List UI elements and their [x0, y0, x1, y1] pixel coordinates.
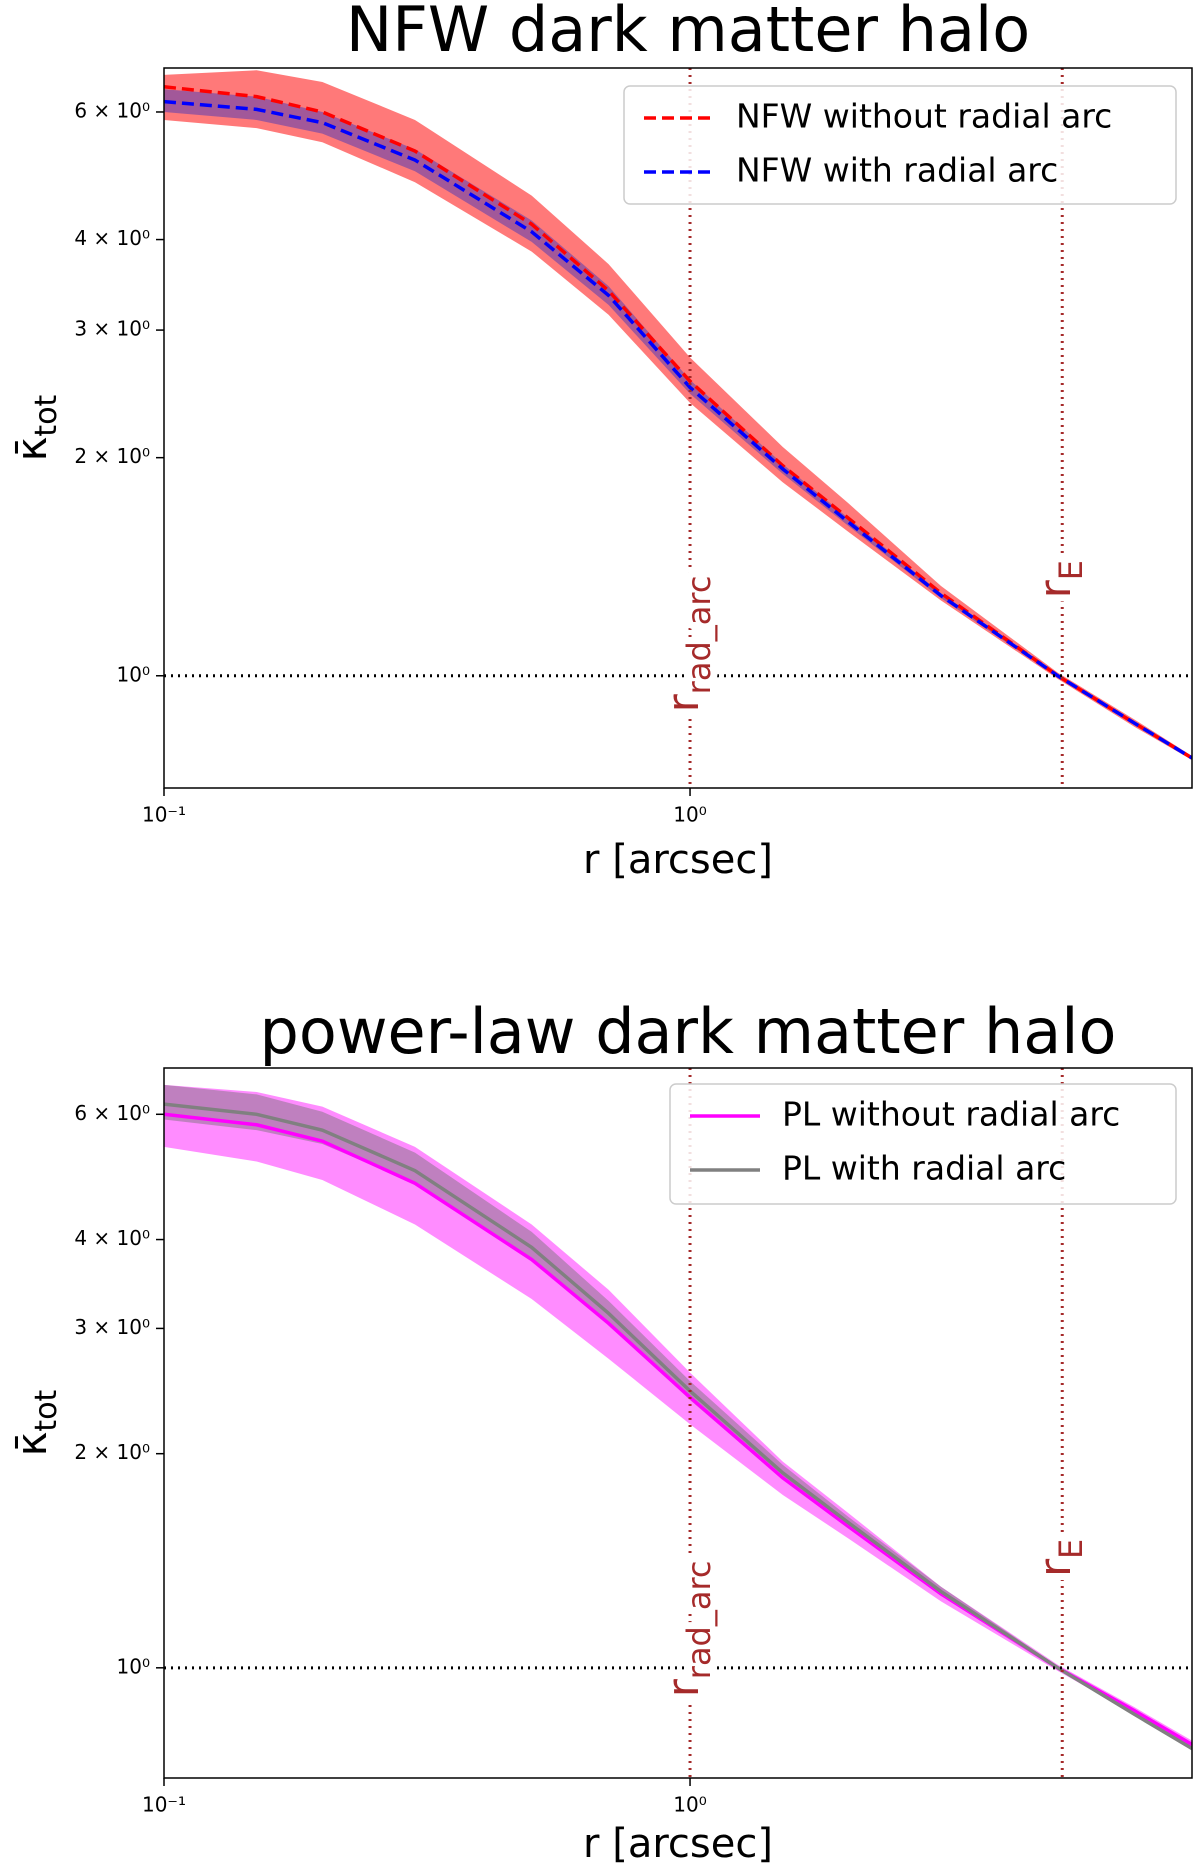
legend-label: NFW with radial arc: [736, 151, 1058, 190]
annotation-main: r: [658, 1678, 709, 1697]
legend-box: [669, 1083, 1177, 1205]
chart-title: NFW dark matter halo: [346, 0, 1030, 66]
annotation: rrad_arc: [658, 1560, 718, 1697]
y-axis-label: κ̄tot: [7, 394, 64, 461]
x-axis-label: r [arcsec]: [583, 837, 773, 883]
axes-frame: [163, 67, 1193, 789]
y-axis-label-main: κ̄: [7, 1432, 56, 1457]
y-tick-label: 2 × 10⁰: [74, 1440, 150, 1464]
chart-title: power-law dark matter halo: [260, 995, 1117, 1068]
error-band: [164, 1084, 1192, 1751]
legend-label: PL without radial arc: [782, 1095, 1120, 1134]
annotation-main: r: [658, 693, 709, 712]
y-axis-label-sub: tot: [29, 1389, 64, 1431]
y-tick-label: 2 × 10⁰: [74, 444, 150, 468]
series-line: [164, 85, 1192, 760]
series-line: [164, 99, 1192, 760]
annotation-main: r: [1030, 579, 1081, 598]
error-band: [164, 1084, 1192, 1749]
y-tick-label: 3 × 10⁰: [74, 317, 150, 341]
x-tick-label: 10⁻¹: [142, 1793, 186, 1817]
series-line: [164, 1112, 1192, 1747]
annotation-sub: rad_arc: [680, 576, 718, 695]
x-tick-label: 10⁻¹: [142, 803, 186, 827]
legend-label: NFW without radial arc: [736, 97, 1112, 136]
annotation: rE: [1030, 560, 1090, 598]
annotation-sub: E: [1052, 1539, 1090, 1559]
annotation-main: r: [1030, 1558, 1081, 1577]
annotation: rE: [1030, 1539, 1090, 1577]
axes-frame: [163, 1067, 1193, 1779]
legend-label: PL with radial arc: [782, 1149, 1066, 1188]
y-tick-label: 4 × 10⁰: [74, 226, 150, 250]
annotation-sub: E: [1052, 560, 1090, 580]
y-tick-label: 3 × 10⁰: [74, 1315, 150, 1339]
y-axis-label: κ̄tot: [7, 1389, 64, 1456]
annotation: rrad_arc: [658, 576, 718, 713]
y-tick-label: 6 × 10⁰: [74, 1101, 150, 1125]
x-tick-label: 10⁰: [673, 1793, 706, 1817]
chart: power-law dark matter halo r [arcsec] κ̄to…: [7, 995, 1193, 1867]
y-tick-label: 6 × 10⁰: [74, 98, 150, 122]
y-axis-label-sub: tot: [29, 394, 64, 436]
y-tick-label: 10⁰: [117, 1654, 150, 1678]
y-tick-label: 10⁰: [117, 662, 150, 686]
y-axis-label-main: κ̄: [7, 437, 56, 462]
x-tick-label: 10⁰: [673, 803, 706, 827]
legend-box: [623, 85, 1177, 205]
y-tick-label: 4 × 10⁰: [74, 1226, 150, 1250]
annotation-sub: rad_arc: [680, 1560, 718, 1679]
x-axis-label: r [arcsec]: [583, 1821, 773, 1867]
plot-area: [164, 1068, 1192, 1778]
